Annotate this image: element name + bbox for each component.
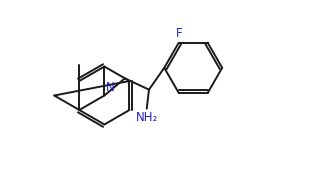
Text: F: F xyxy=(176,27,182,40)
Text: N: N xyxy=(106,81,115,94)
Text: NH₂: NH₂ xyxy=(135,111,158,124)
